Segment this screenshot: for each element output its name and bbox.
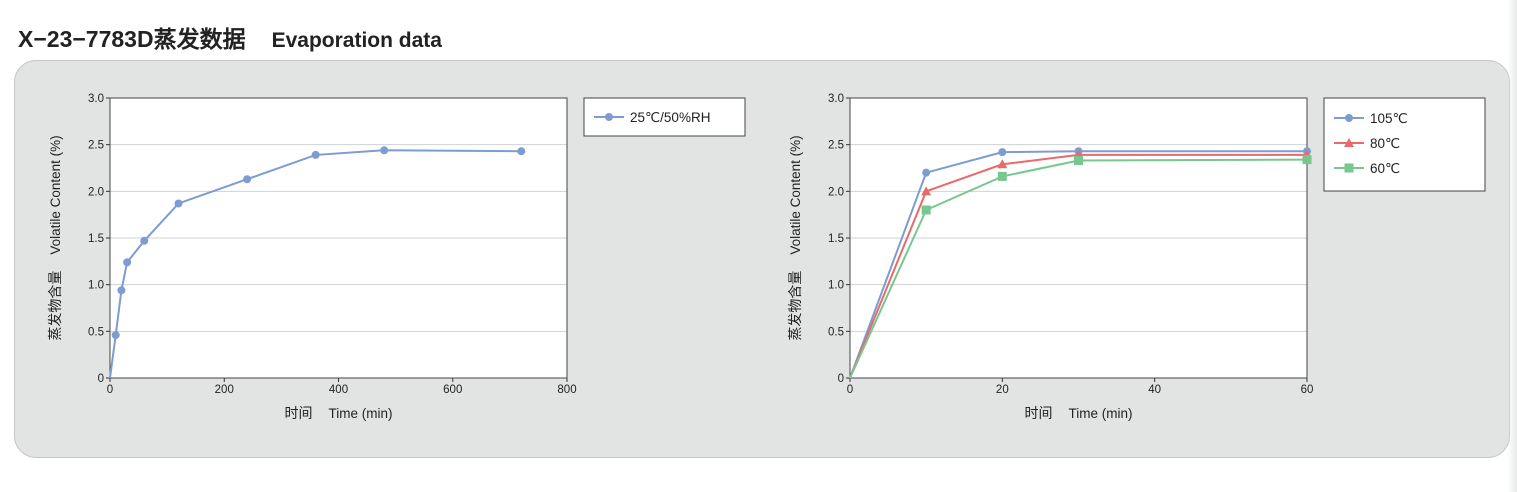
series-line [109,149,522,379]
legend-label: 60℃ [1370,161,1400,176]
x-tick-label: 0 [847,384,853,396]
chart-2: 0 0.5 1.0 1.5 2.0 2.5 3.0 0 20 40 60 时间 Time (min) 蒸发… [787,93,1486,421]
y-tick-label: 3.0 [828,93,844,105]
x-tick-label: 800 [557,384,576,396]
series-3 [849,155,1312,379]
y-tick-label: 0.5 [828,326,844,338]
y-tick-label: 1.0 [828,280,844,292]
data-point [921,186,932,196]
data-point [380,146,389,155]
y-tick-label: 1.5 [88,233,104,245]
data-point [123,258,132,267]
legend: 105℃ 80℃ 60℃ [1323,97,1486,192]
data-point [997,171,1007,181]
y-tick-label: 3.0 [88,93,104,105]
series-1 [109,146,526,379]
x-tick-label: 400 [329,384,348,396]
y-axis-title: 蒸发物含量 Volatile Content (%) [47,135,63,340]
data-point [997,159,1008,169]
x-tick-label: 40 [1148,384,1161,396]
x-axis-title: 时间 Time (min) [1025,405,1133,421]
legend-marker [1344,163,1354,173]
data-point [1302,155,1312,165]
y-tick-label: 1.5 [828,233,844,245]
y-axis-title: 蒸发物含量 Volatile Content (%) [787,135,803,340]
legend: 25℃/50%RH [583,97,746,137]
legend-label: 25℃/50%RH [630,110,710,125]
x-tick-label: 20 [996,384,1009,396]
data-point [921,205,931,215]
legend-marker [605,113,613,121]
y-tick-label: 0 [98,373,104,385]
data-point [922,168,931,177]
data-point [311,150,320,159]
plot-frame [849,97,1308,379]
y-axis-title-en: Volatile Content (%) [48,135,63,254]
y-tick-label: 1.0 [88,280,104,292]
y-tick-label: 2.5 [88,140,104,152]
data-point [117,286,126,295]
data-point [243,175,252,184]
data-point [1074,156,1083,166]
page-edge-shade [1507,0,1517,492]
y-tick-label: 0 [838,373,844,385]
y-axis-title-cn: 蒸发物含量 [787,271,803,341]
data-point [998,148,1007,157]
data-point [111,331,120,340]
legend-label: 105℃ [1370,111,1408,126]
x-axis-title-cn: 时间 [1025,405,1053,421]
legend-marker [1344,138,1354,147]
x-tick-label: 600 [443,384,462,396]
x-tick-label: 0 [107,384,113,396]
x-tick-label: 60 [1301,384,1314,396]
plot-frame [109,97,568,379]
x-tick-label: 200 [215,384,234,396]
y-tick-label: 0.5 [88,326,104,338]
data-point [517,147,526,156]
data-point [174,199,183,208]
y-tick-label: 2.5 [828,140,844,152]
y-tick-label: 2.0 [88,186,104,198]
x-axis-title: 时间 Time (min) [285,405,393,421]
x-axis-title-cn: 时间 [285,405,313,421]
title-cn: X−23−7783D蒸发数据 [18,26,246,52]
x-axis-title-en: Time (min) [1069,406,1133,421]
data-point [140,236,149,245]
legend-label: 80℃ [1370,136,1400,151]
legend-marker [1345,114,1353,122]
page-title: X−23−7783D蒸发数据 Evaporation data [18,20,442,54]
title-en: Evaporation data [271,29,442,52]
chart-1: 0 0.5 1.0 1.5 2.0 2.5 3.0 0 200 400 600 800 时间 Time (… [47,93,746,421]
y-axis-title-en: Volatile Content (%) [788,135,803,254]
y-tick-label: 2.0 [828,186,844,198]
x-axis-title-en: Time (min) [329,406,393,421]
y-axis-title-cn: 蒸发物含量 [47,271,63,341]
